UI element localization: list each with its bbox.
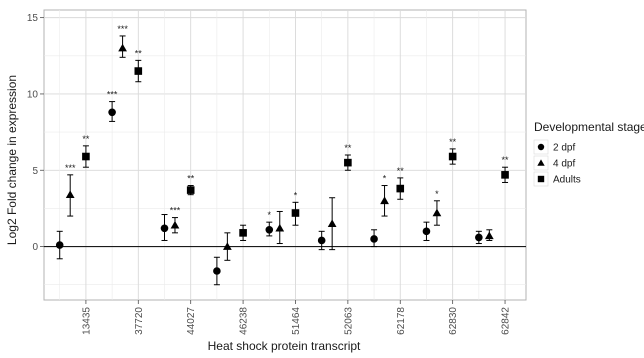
data-point: [265, 225, 274, 234]
x-tick-label: 51464: [291, 307, 302, 335]
significance-label: *: [435, 189, 439, 199]
plot-panel: [43, 9, 527, 301]
y-tick-label: 0: [32, 242, 38, 253]
data-point: [475, 233, 483, 242]
legend-label: 2 dpf: [553, 143, 575, 154]
data-point: [422, 227, 431, 236]
significance-label: *: [294, 190, 298, 200]
x-tick-label: 37720: [134, 307, 145, 335]
significance-label: *: [383, 174, 387, 184]
data-point: [118, 43, 127, 52]
x-tick-label: 13435: [81, 307, 92, 335]
significance-label: ***: [65, 163, 76, 173]
data-point: [239, 229, 247, 237]
significance-label: ***: [117, 24, 128, 34]
x-tick-label: 46238: [239, 307, 250, 335]
x-tick-label: 44027: [186, 307, 197, 335]
data-point: [484, 231, 494, 240]
legend-marker: [537, 159, 545, 166]
data-point: [448, 152, 457, 161]
significance-label: **: [82, 134, 90, 144]
significance-label: **: [502, 155, 510, 165]
data-point: [380, 196, 389, 205]
data-point: [134, 67, 143, 75]
x-tick-label: 62178: [396, 307, 407, 335]
significance-label: **: [397, 166, 405, 176]
data-point: [396, 184, 405, 193]
data-point: [344, 158, 352, 167]
legend-label: Adults: [553, 175, 581, 186]
axes: Heat shock protein transcript Log2 Fold …: [5, 13, 512, 353]
legend-marker: [537, 175, 545, 183]
legend-marker: [537, 143, 545, 151]
y-tick-label: 5: [32, 166, 38, 177]
significance-label: **: [187, 174, 195, 184]
data-point: [317, 236, 326, 245]
data-point: [170, 220, 180, 229]
data-point: [327, 219, 337, 227]
data-point: [370, 235, 378, 243]
x-tick-label: 62842: [501, 307, 512, 335]
legend: Developmental stage 2 dpf 4 dpf Adults: [533, 120, 644, 187]
data-point: [108, 108, 116, 117]
x-tick-label: 62830: [448, 307, 459, 335]
significance-label: **: [449, 137, 457, 147]
data-point: [291, 209, 300, 217]
significance-label: **: [135, 48, 143, 58]
data-point: [160, 224, 169, 233]
x-axis-title: Heat shock protein transcript: [208, 339, 361, 353]
data-point: [501, 171, 509, 179]
y-axis-title: Log2 Fold change in expression: [5, 75, 19, 245]
significance-label: *: [268, 210, 272, 220]
legend-title: Developmental stage: [534, 120, 644, 134]
data-point: [222, 242, 232, 250]
y-tick-label: 15: [27, 13, 39, 24]
data-point: [65, 190, 75, 198]
y-tick-label: 10: [27, 89, 39, 100]
legend-label: 4 dpf: [553, 159, 575, 170]
data-marks: ******************************: [55, 24, 510, 286]
significance-label: ***: [170, 206, 181, 216]
data-point: [55, 241, 64, 249]
data-point: [275, 223, 285, 232]
data-point: [186, 186, 195, 194]
significance-label: ***: [107, 90, 118, 100]
data-point: [432, 208, 442, 217]
significance-label: **: [344, 143, 352, 153]
data-point: [82, 152, 90, 161]
x-tick-label: 52063: [343, 307, 354, 335]
data-point: [213, 267, 221, 275]
